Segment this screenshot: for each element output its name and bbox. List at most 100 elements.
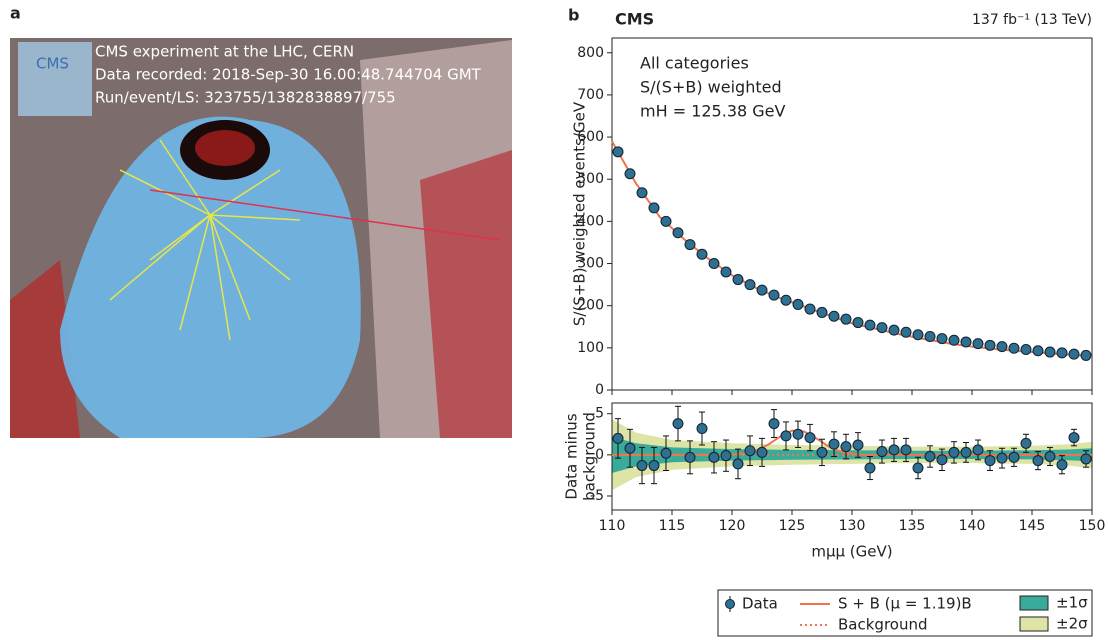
data-point [924, 451, 936, 462]
data-point [900, 444, 912, 456]
y-tick-label: 0 [595, 382, 604, 398]
data-point [744, 445, 756, 457]
data-point [660, 215, 672, 227]
data-point [744, 279, 756, 291]
data-point [936, 333, 948, 345]
annotation: All categories [640, 54, 749, 73]
x-tick-label: 145 [1019, 518, 1046, 534]
x-tick-label: 115 [659, 518, 686, 534]
data-point [840, 441, 852, 453]
y-axis-label: background [581, 412, 599, 501]
data-point [804, 303, 816, 315]
event-info: CMS experiment at the LHC, CERN [95, 43, 354, 61]
data-point [768, 289, 780, 301]
y-tick-label: 300 [577, 256, 604, 272]
data-point [720, 266, 732, 278]
data-point [1032, 455, 1044, 467]
y-axis-label: S/(S+B) weighted events/GeV [571, 101, 589, 326]
data-point [984, 339, 996, 351]
data-point [912, 462, 924, 474]
y-tick-label: 800 [577, 45, 604, 61]
data-point [1080, 349, 1092, 361]
event-info: Run/event/LS: 323755/1382838897/755 [95, 89, 396, 107]
data-point [792, 298, 804, 310]
data-point [624, 442, 636, 454]
data-point [852, 317, 864, 329]
data-point [864, 462, 876, 474]
data-point [1020, 437, 1032, 449]
legend: Data S + B (μ = 1.19)B Background ±1σ ±2σ [717, 589, 1093, 637]
y-axis-label: Data minus [563, 413, 581, 499]
data-point [648, 460, 660, 472]
x-tick-label: 135 [899, 518, 926, 534]
legend-label: Background [838, 616, 928, 634]
data-point [684, 239, 696, 251]
data-point [888, 444, 900, 456]
data-point [780, 294, 792, 306]
data-point [756, 446, 768, 458]
data-point [828, 438, 840, 450]
event-display: CMS CMS experiment at the LHC, CERN Data… [10, 38, 512, 438]
data-point [756, 284, 768, 296]
data-point [684, 451, 696, 463]
data-point [720, 450, 732, 462]
annotation: mH = 125.38 GeV [640, 102, 786, 121]
fit-line [612, 429, 1092, 456]
data-point [972, 444, 984, 456]
data-point [816, 306, 828, 318]
data-point [1056, 347, 1068, 359]
y-tick-label: 700 [577, 87, 604, 103]
data-point [852, 439, 864, 451]
data-point [648, 202, 660, 214]
data-point [624, 168, 636, 180]
data-point [612, 432, 624, 444]
experiment-label: CMS [615, 10, 654, 29]
data-point [1080, 453, 1092, 465]
logo: CMS [36, 55, 69, 73]
data-point [1056, 459, 1068, 471]
data-point [1044, 346, 1056, 358]
luminosity: 137 fb⁻¹ (13 TeV) [972, 12, 1092, 28]
y-tick-label: 0 [595, 447, 604, 463]
y-tick-label: 400 [577, 213, 604, 229]
data-point [984, 455, 996, 467]
fit-line [611, 140, 1093, 358]
annotation: S/(S+B) weighted [640, 78, 782, 97]
data-point [960, 336, 972, 348]
x-tick-label: 130 [839, 518, 866, 534]
legend-marker [1019, 595, 1049, 611]
data-point [672, 227, 684, 239]
data-point [1032, 345, 1044, 357]
data-point [960, 446, 972, 458]
data-point [924, 330, 936, 342]
data-point [768, 418, 780, 430]
data-point [732, 458, 744, 470]
data-point [816, 446, 828, 458]
legend-label: ±2σ [1056, 615, 1088, 633]
data-point [1008, 342, 1020, 354]
data-point [1068, 348, 1080, 360]
x-tick-label: 125 [779, 518, 806, 534]
data-point [996, 341, 1008, 353]
x-tick-label: 140 [959, 518, 986, 534]
data-point [864, 319, 876, 331]
data-point [1020, 344, 1032, 356]
data-point [948, 446, 960, 458]
data-point [1008, 451, 1020, 463]
data-point [876, 322, 888, 334]
data-point [780, 430, 792, 442]
x-axis-label: mμμ (GeV) [811, 543, 892, 561]
data-point [948, 334, 960, 346]
data-point [792, 428, 804, 440]
legend-label: Data [742, 595, 778, 613]
y-tick-label: 600 [577, 129, 604, 145]
event-info: Data recorded: 2018-Sep-30 16.00:48.7447… [95, 66, 482, 84]
panel-label: b [568, 6, 579, 25]
data-point [708, 451, 720, 463]
x-tick-label: 150 [1079, 518, 1106, 534]
data-point [612, 146, 624, 158]
x-tick-label: 120 [719, 518, 746, 534]
data-point [1044, 451, 1056, 462]
data-point [888, 324, 900, 336]
